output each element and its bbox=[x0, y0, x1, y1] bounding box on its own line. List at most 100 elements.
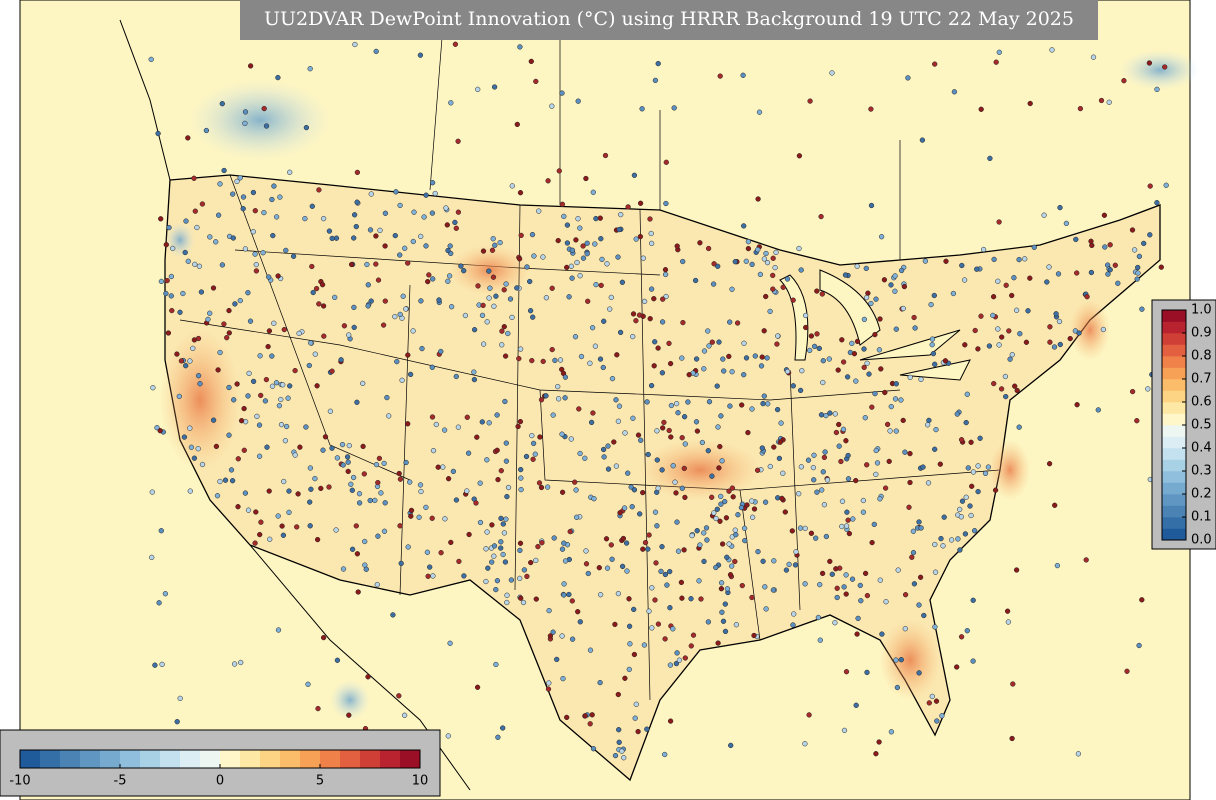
observation-dot bbox=[523, 453, 530, 460]
observation-dot bbox=[681, 465, 687, 472]
observation-dot bbox=[487, 285, 493, 291]
observation-dot bbox=[503, 281, 509, 287]
observation-dot bbox=[410, 328, 416, 334]
observation-dot bbox=[393, 189, 399, 195]
observation-dot bbox=[477, 480, 483, 486]
observation-dot bbox=[951, 89, 958, 95]
observation-dot bbox=[572, 334, 579, 340]
observation-dot bbox=[247, 318, 254, 324]
observation-dot bbox=[1041, 212, 1047, 218]
observation-dot bbox=[257, 353, 263, 359]
observation-dot bbox=[761, 328, 767, 334]
observation-dot bbox=[529, 357, 535, 364]
observation-dot bbox=[717, 443, 723, 450]
colorbar-segment bbox=[320, 750, 341, 768]
observation-dot bbox=[990, 312, 996, 319]
observation-dot bbox=[877, 496, 883, 502]
observation-dot bbox=[295, 491, 301, 497]
colorbar-segment bbox=[340, 750, 361, 768]
observation-dot bbox=[537, 434, 543, 440]
observation-dot bbox=[968, 439, 974, 445]
observation-dot bbox=[589, 712, 595, 718]
observation-dot bbox=[722, 628, 729, 635]
observation-dot bbox=[471, 369, 477, 375]
observation-dot bbox=[917, 574, 924, 580]
observation-dot bbox=[667, 360, 674, 367]
observation-dot bbox=[798, 267, 804, 273]
observation-dot bbox=[1095, 407, 1101, 413]
observation-dot bbox=[250, 229, 256, 235]
observation-dot bbox=[471, 376, 478, 383]
observation-dot bbox=[237, 297, 243, 304]
observation-dot bbox=[529, 432, 535, 439]
observation-dot bbox=[592, 241, 598, 247]
observation-dot bbox=[591, 496, 597, 502]
observation-dot bbox=[303, 424, 309, 430]
colorbar-tick-label: 0 bbox=[216, 774, 224, 789]
observation-dot bbox=[262, 398, 269, 404]
observation-dot bbox=[608, 294, 614, 301]
observation-dot bbox=[500, 551, 506, 558]
observation-dot bbox=[872, 331, 878, 338]
observation-dot bbox=[486, 268, 492, 274]
observation-dot bbox=[964, 391, 970, 397]
observation-dot bbox=[799, 368, 805, 374]
observation-dot bbox=[585, 570, 591, 577]
observation-dot bbox=[763, 250, 769, 257]
observation-dot bbox=[861, 364, 867, 371]
map-title: UU2DVAR DewPoint Innovation (°C) using H… bbox=[264, 8, 1074, 30]
observation-dot bbox=[499, 328, 505, 334]
observation-dot bbox=[1162, 64, 1168, 70]
observation-dot bbox=[760, 400, 766, 407]
colorbar-segment bbox=[1162, 482, 1186, 495]
observation-dot bbox=[735, 512, 741, 518]
observation-dot bbox=[706, 343, 712, 349]
observation-dot bbox=[664, 582, 670, 588]
observation-dot bbox=[910, 549, 917, 556]
observation-dot bbox=[999, 334, 1005, 340]
observation-dot bbox=[604, 261, 610, 267]
warm-blob bbox=[990, 440, 1030, 500]
observation-dot bbox=[254, 413, 260, 420]
observation-dot bbox=[230, 235, 236, 241]
observation-dot bbox=[217, 478, 223, 485]
observation-dot bbox=[517, 575, 523, 582]
observation-dot bbox=[869, 539, 875, 546]
observation-dot bbox=[492, 242, 498, 248]
observation-dot bbox=[559, 489, 566, 495]
observation-dot bbox=[670, 626, 676, 632]
observation-dot bbox=[445, 278, 451, 284]
mexico-border bbox=[249, 544, 471, 791]
observation-dot bbox=[752, 353, 758, 359]
observation-dot bbox=[764, 259, 771, 266]
observation-dot bbox=[495, 476, 501, 483]
observation-dot bbox=[1154, 200, 1160, 206]
observation-dot bbox=[241, 405, 247, 412]
observation-dot bbox=[504, 592, 510, 598]
observation-dot bbox=[177, 309, 183, 315]
observation-dot bbox=[461, 268, 467, 274]
observation-dot bbox=[430, 447, 437, 454]
observation-dot bbox=[214, 493, 221, 499]
observation-dot bbox=[217, 181, 223, 187]
observation-dot bbox=[614, 352, 620, 358]
observation-dot bbox=[149, 554, 155, 561]
observation-dot bbox=[514, 285, 520, 291]
observation-dot bbox=[266, 328, 273, 334]
observation-dot bbox=[400, 293, 406, 299]
observation-dot bbox=[587, 721, 593, 727]
colorbar-segment bbox=[1162, 425, 1186, 437]
observation-dot bbox=[995, 326, 1001, 332]
observation-dot bbox=[296, 330, 302, 337]
observation-dot bbox=[616, 739, 622, 745]
observation-dot bbox=[745, 245, 752, 252]
observation-dot bbox=[290, 253, 297, 259]
observation-dot bbox=[873, 296, 879, 302]
observation-dot bbox=[402, 245, 408, 251]
observation-dot bbox=[647, 216, 653, 222]
observation-dot bbox=[633, 236, 639, 242]
observation-dot bbox=[726, 488, 732, 494]
observation-dot bbox=[1011, 275, 1017, 281]
observation-dot bbox=[338, 357, 344, 363]
observation-dot bbox=[667, 605, 673, 611]
